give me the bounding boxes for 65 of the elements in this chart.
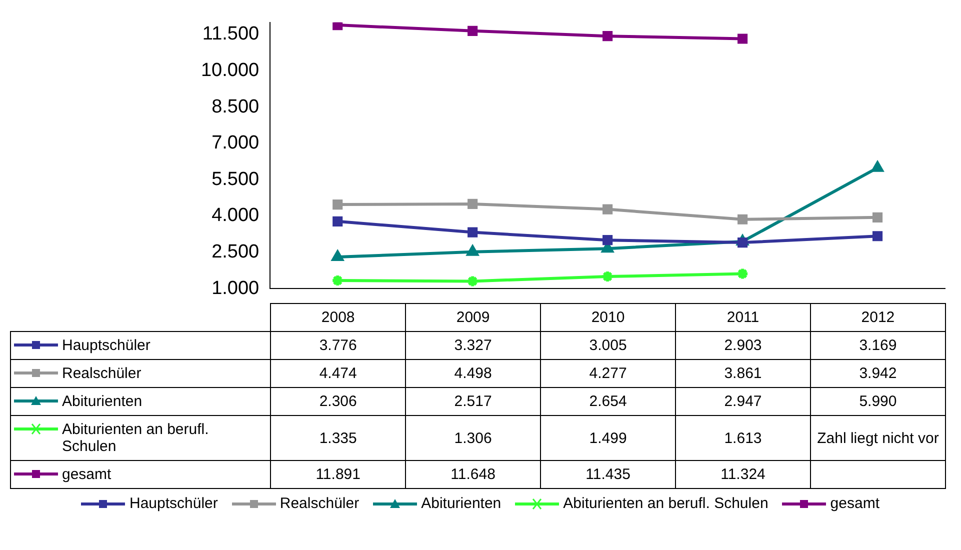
point xyxy=(468,198,478,209)
legend-label: Abiturienten xyxy=(62,393,142,410)
point xyxy=(872,212,883,222)
x-tick-label: 2010 xyxy=(540,304,676,332)
data-label: 1.613 xyxy=(676,416,810,460)
data-label: 3.942 xyxy=(810,360,946,388)
point xyxy=(602,235,613,246)
data-label: 11.324 xyxy=(676,460,810,488)
point xyxy=(738,34,748,44)
point xyxy=(466,245,478,256)
text: Abiturienten xyxy=(421,495,502,512)
point xyxy=(602,204,613,214)
y-tick-label: 7.000 xyxy=(212,132,260,154)
point xyxy=(872,231,883,242)
legend-label: Abiturienten an berufl. Schulen xyxy=(62,421,210,455)
data-label: 11.648 xyxy=(406,460,541,488)
data-label: 4.277 xyxy=(540,360,676,388)
y-tick-label: 10.000 xyxy=(200,60,260,82)
legend-label: gesamt xyxy=(830,495,880,512)
point xyxy=(601,270,614,284)
y-tick-label: 8.500 xyxy=(212,96,260,118)
text: Realschüler xyxy=(280,495,360,512)
data-label: 2.306 xyxy=(270,388,406,416)
x-tick-label: 2011 xyxy=(676,304,810,332)
legend-label: Realschüler xyxy=(62,365,142,382)
data-label: 11.891 xyxy=(270,460,406,488)
y-tick-label: 4.000 xyxy=(212,205,260,226)
point xyxy=(738,214,748,224)
data-label: 11.435 xyxy=(540,460,676,488)
point xyxy=(466,274,480,288)
point xyxy=(468,227,478,238)
point xyxy=(332,22,343,30)
x-tick-label: 2008 xyxy=(270,304,406,332)
data-label: 3.861 xyxy=(676,360,810,388)
data-label: 4.474 xyxy=(270,360,406,388)
point xyxy=(872,161,884,172)
data-label: 3.776 xyxy=(270,332,406,360)
legend-label: Hauptschüler xyxy=(62,337,150,354)
data-label: 3.005 xyxy=(540,332,676,360)
point xyxy=(332,216,343,226)
y-tick-label: 5.500 xyxy=(212,168,260,190)
data-label: 2.517 xyxy=(406,388,541,416)
x-tick-label: 2009 xyxy=(406,304,541,332)
text: gesamt xyxy=(62,466,112,483)
x-tick-label: 2012 xyxy=(810,304,946,332)
data-label: 1.499 xyxy=(540,416,676,460)
text: Hauptschüler xyxy=(129,495,218,512)
data-label: 5.990 xyxy=(810,388,946,416)
point xyxy=(332,250,344,261)
data-label: 2.654 xyxy=(540,388,676,416)
y-tick-label: 11.500 xyxy=(202,24,260,45)
data-label: 3.327 xyxy=(406,332,541,360)
y-tick-label: 2.500 xyxy=(212,242,260,263)
y-tick-label: 1.000 xyxy=(212,278,260,299)
text: Zahl liegt nicht vor xyxy=(817,430,939,446)
data-label: 1.335 xyxy=(270,416,406,460)
point xyxy=(332,199,343,210)
point xyxy=(468,26,478,36)
data-label: 2.947 xyxy=(676,388,810,416)
data-label: 1.306 xyxy=(406,416,541,460)
data-label: 3.169 xyxy=(810,332,946,360)
data-label: 2.903 xyxy=(676,332,810,360)
point xyxy=(602,31,613,42)
text: Abiturienten an berufl. Schulen xyxy=(563,495,768,512)
data-label: 4.498 xyxy=(406,360,541,388)
